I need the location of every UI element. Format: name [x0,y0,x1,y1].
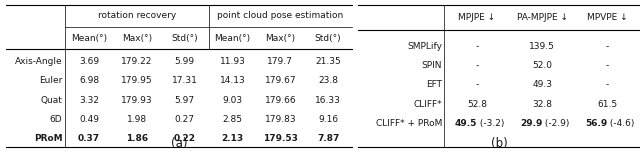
Text: 1.98: 1.98 [127,115,147,124]
Text: 0.27: 0.27 [175,115,195,124]
Text: 56.9: 56.9 [585,119,607,128]
Text: 52.8: 52.8 [467,100,487,109]
Text: 0.22: 0.22 [173,134,196,143]
Text: Euler: Euler [39,76,62,85]
Text: PRoM: PRoM [34,134,62,143]
Text: rotation recovery: rotation recovery [98,11,176,21]
Text: 5.99: 5.99 [175,57,195,66]
Text: 2.85: 2.85 [223,115,243,124]
Text: EFT: EFT [426,80,442,90]
Text: Max(°): Max(°) [122,33,152,43]
Text: 16.33: 16.33 [315,96,341,105]
Text: 3.32: 3.32 [79,96,99,105]
Text: 0.37: 0.37 [78,134,100,143]
Text: 21.35: 21.35 [316,57,341,66]
Text: -: - [605,61,609,70]
Text: 23.8: 23.8 [318,76,338,85]
Text: 1.86: 1.86 [126,134,148,143]
Text: Axis-Angle: Axis-Angle [15,57,62,66]
Text: (-2.9): (-2.9) [542,119,570,128]
Text: SPIN: SPIN [422,61,442,70]
Text: CLIFF*: CLIFF* [413,100,442,109]
Text: 29.9: 29.9 [520,119,542,128]
Text: 5.97: 5.97 [175,96,195,105]
Text: 2.13: 2.13 [221,134,244,143]
Text: 49.5: 49.5 [454,119,477,128]
Text: 9.16: 9.16 [318,115,338,124]
Text: 52.0: 52.0 [532,61,552,70]
Text: 6.98: 6.98 [79,76,99,85]
Text: 179.53: 179.53 [263,134,298,143]
Text: 32.8: 32.8 [532,100,552,109]
Text: -: - [605,42,609,51]
Text: -: - [605,80,609,90]
Text: (-4.6): (-4.6) [607,119,635,128]
Text: 179.67: 179.67 [264,76,296,85]
Text: Mean(°): Mean(°) [71,33,107,43]
Text: 14.13: 14.13 [220,76,245,85]
Text: 179.22: 179.22 [121,57,152,66]
Text: 9.03: 9.03 [223,96,243,105]
Text: SMPLify: SMPLify [407,42,442,51]
Text: 3.69: 3.69 [79,57,99,66]
Text: 179.93: 179.93 [121,96,153,105]
Text: -: - [476,80,479,90]
Text: (-3.2): (-3.2) [477,119,504,128]
Text: Std(°): Std(°) [172,33,198,43]
Text: 6D: 6D [50,115,62,124]
Text: 179.66: 179.66 [264,96,296,105]
Text: point cloud pose estimation: point cloud pose estimation [217,11,344,21]
Text: 11.93: 11.93 [220,57,245,66]
Text: -: - [476,61,479,70]
Text: 179.7: 179.7 [268,57,293,66]
Text: 17.31: 17.31 [172,76,198,85]
Text: CLIFF* + PRoM: CLIFF* + PRoM [376,119,442,128]
Text: 61.5: 61.5 [597,100,618,109]
Text: MPVPE ↓: MPVPE ↓ [587,13,628,22]
Text: Quat: Quat [40,96,62,105]
Text: Max(°): Max(°) [265,33,295,43]
Text: (a): (a) [171,137,188,150]
Text: 179.83: 179.83 [264,115,296,124]
Text: Mean(°): Mean(°) [214,33,250,43]
Text: 179.95: 179.95 [121,76,153,85]
Text: PA-MPJPE ↓: PA-MPJPE ↓ [516,13,568,22]
Text: 7.87: 7.87 [317,134,339,143]
Text: 49.3: 49.3 [532,80,552,90]
Text: 0.49: 0.49 [79,115,99,124]
Text: (b): (b) [491,137,508,150]
Text: Std(°): Std(°) [315,33,341,43]
Text: 139.5: 139.5 [529,42,555,51]
Text: -: - [476,42,479,51]
Text: MPJPE ↓: MPJPE ↓ [458,13,495,22]
